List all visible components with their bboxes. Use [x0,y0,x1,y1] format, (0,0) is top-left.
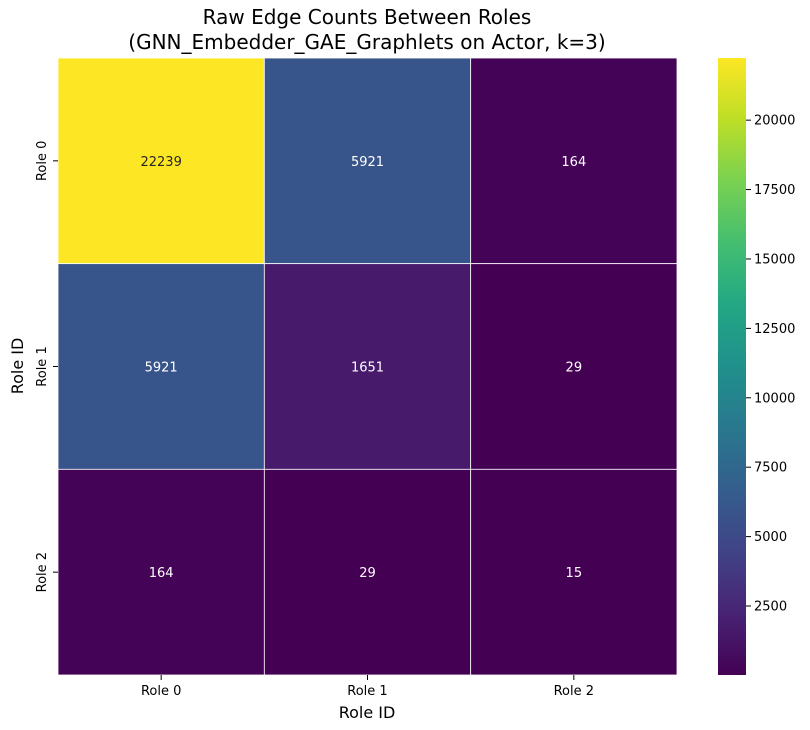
heatmap-cell [263,263,472,470]
cell-value-label: 1651 [351,361,384,376]
heatmap-cell [57,263,265,470]
cell-value-label: 29 [359,566,376,581]
cell-value-label: 22239 [140,155,181,170]
cell-value-label: 15 [566,566,583,581]
heatmap-cell [470,263,678,470]
heatmap-cell [57,468,265,676]
heatmap-cell [263,468,472,676]
heatmap-cell [57,57,265,265]
x-axis-label: Role ID [339,703,396,722]
colorbar-ticks: 2500 5000 7500 10000 12500 15000 17500 20000 [746,114,795,615]
x-axis-ticks: Role 0 Role 1 Role 2 [141,675,594,699]
x-tick-label: Role 1 [347,684,387,699]
y-axis-label: Role ID [8,338,27,395]
heatmap-cell [263,57,472,265]
colorbar-tick-label: 10000 [754,391,795,406]
chart-subtitle: (GNN_Embedder_GAE_Graphlets on Actor, k=… [128,30,605,54]
colorbar-tick-label: 2500 [754,600,787,615]
y-axis-ticks: Role 0 Role 1 Role 2 [35,141,58,592]
colorbar-tick-label: 20000 [754,114,795,129]
colorbar-tick-label: 15000 [754,252,795,267]
cell-value-label: 29 [566,361,583,376]
y-tick-label: Role 2 [35,552,50,592]
colorbar-tick-label: 12500 [754,322,795,337]
colorbar-tick-label: 17500 [754,183,795,198]
colorbar-tick-label: 7500 [754,461,787,476]
colorbar [718,58,746,675]
chart-title: Raw Edge Counts Between Roles [203,5,532,29]
y-tick-label: Role 1 [35,346,50,386]
y-tick-label: Role 0 [35,141,50,181]
cell-value-label: 5921 [145,361,178,376]
x-tick-label: Role 0 [141,684,181,699]
colorbar-tick-label: 5000 [754,530,787,545]
cell-value-label: 5921 [351,155,384,170]
cell-value-label: 164 [561,155,586,170]
heatmap-cells: 22239 5921 164 5921 1651 29 164 29 15 [57,57,678,676]
x-tick-label: Role 2 [554,684,594,699]
heatmap-cell [470,57,678,265]
cell-value-label: 164 [149,566,174,581]
